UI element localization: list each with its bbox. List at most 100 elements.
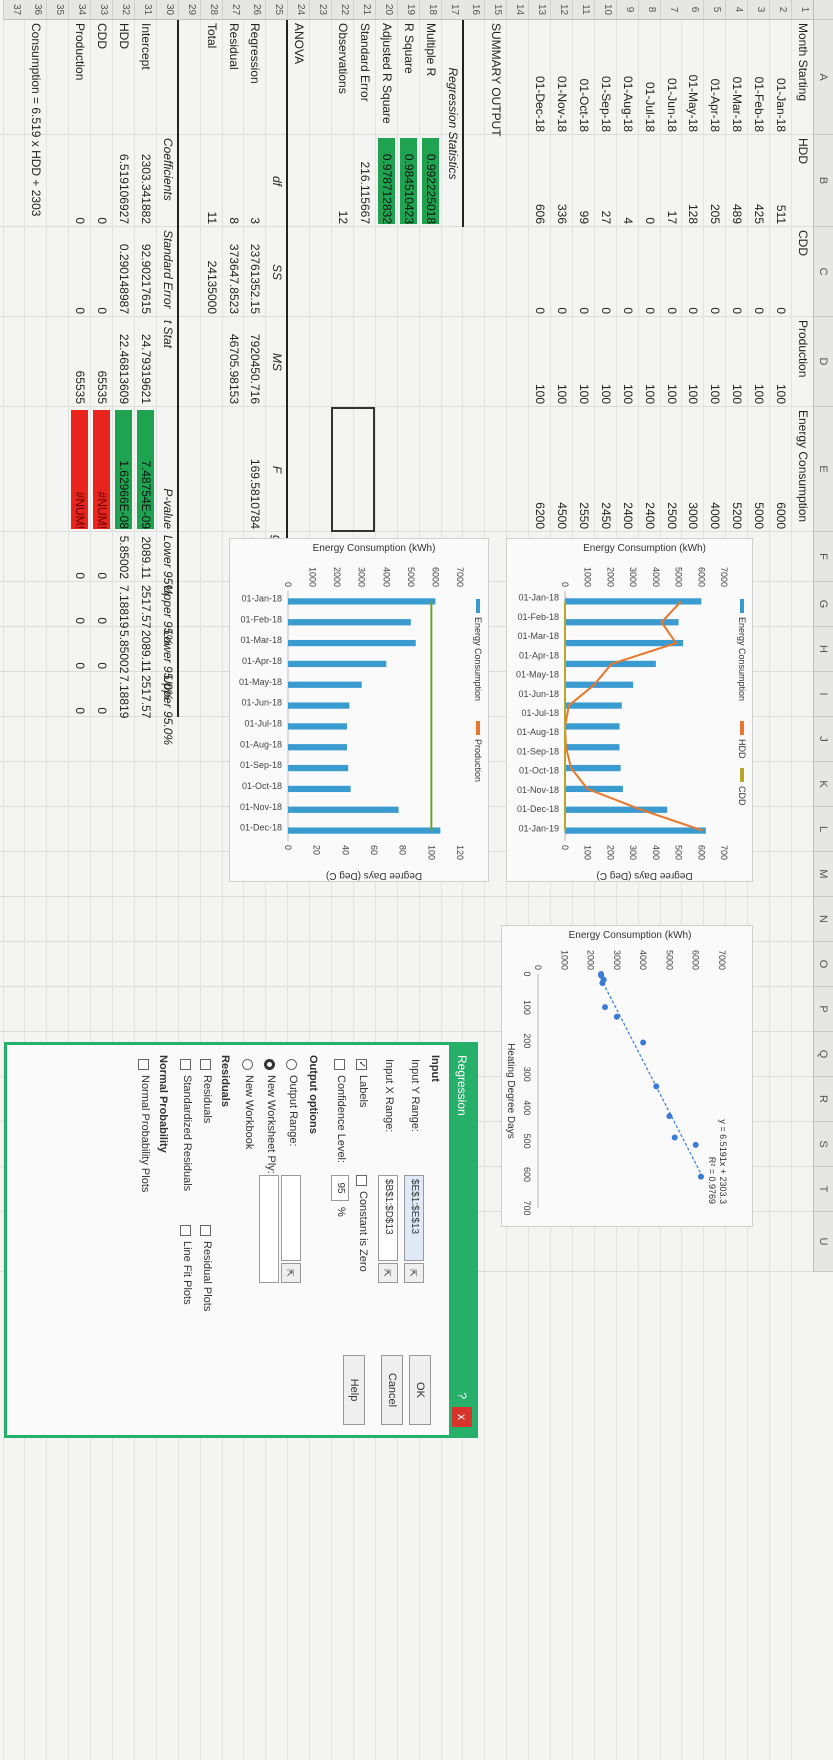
cell-energy[interactable]: 6000 xyxy=(774,502,789,529)
cell-energy[interactable]: 2500 xyxy=(664,502,679,529)
header-month[interactable]: Month Starting xyxy=(796,23,810,102)
coef-row-label[interactable]: Production xyxy=(73,23,88,81)
cell-production[interactable]: 100 xyxy=(730,383,745,404)
cell-hdd[interactable]: 511 xyxy=(774,204,789,224)
coef-header[interactable]: Coefficients xyxy=(160,138,175,201)
chart-energy-production[interactable]: Energy Consumption Production 0 1000 2000 300… xyxy=(229,538,489,882)
cell-energy[interactable]: 3000 xyxy=(686,502,701,529)
row-header[interactable]: 23 xyxy=(309,0,332,20)
line-fit-checkbox[interactable] xyxy=(180,1225,191,1236)
cell-hdd[interactable]: 0 xyxy=(642,217,657,224)
column-header[interactable]: D xyxy=(813,317,833,407)
row-header[interactable]: 6 xyxy=(681,0,704,20)
row-header[interactable]: 14 xyxy=(506,0,529,20)
cell-month[interactable]: 01-Feb-18 xyxy=(752,76,767,132)
stat-label[interactable]: Adjusted R Square xyxy=(379,23,394,124)
input-y-range-field[interactable]: $E$1:$E$13 xyxy=(404,1175,424,1261)
cell-production[interactable]: 100 xyxy=(577,383,591,404)
coef-se[interactable]: 0 xyxy=(95,307,110,314)
coef-l95[interactable]: 2089.11 xyxy=(139,536,153,580)
cell-month[interactable]: 01-Dec-18 xyxy=(533,75,548,132)
confidence-checkbox[interactable] xyxy=(334,1059,345,1070)
cell-cdd[interactable]: 0 xyxy=(664,307,679,314)
cell-production[interactable]: 100 xyxy=(664,383,679,404)
row-header[interactable]: 31 xyxy=(134,0,156,20)
coef-value[interactable]: 0 xyxy=(73,217,88,224)
confidence-field[interactable]: 95 xyxy=(331,1175,349,1201)
cell-cdd[interactable]: 0 xyxy=(642,307,657,314)
column-header[interactable]: R xyxy=(813,1077,833,1122)
coef-header-t[interactable]: t Stat xyxy=(160,320,175,349)
anova-header-f[interactable]: F xyxy=(270,465,285,474)
output-range-collapse-icon[interactable]: ⇱ xyxy=(281,1263,301,1283)
stat-label[interactable]: Observations xyxy=(336,23,351,94)
coef-se[interactable]: 0 xyxy=(73,307,88,314)
cell-production[interactable]: 100 xyxy=(708,383,723,404)
column-header[interactable]: M xyxy=(813,852,833,897)
anova-row-label[interactable]: Regression xyxy=(248,23,263,84)
row-header[interactable]: 37 xyxy=(2,0,25,20)
stat-value[interactable]: 12 xyxy=(336,210,351,224)
column-header[interactable]: Q xyxy=(813,1032,833,1077)
cell-month[interactable]: 01-Sep-18 xyxy=(598,75,613,132)
anova-ss[interactable]: 23761352.15 xyxy=(248,243,263,314)
chart-energy-hdd-cdd[interactable]: Energy Consumption HDD CDD 0 1000 2000 3000 400… xyxy=(506,538,753,882)
column-header[interactable]: C xyxy=(813,227,833,317)
column-header[interactable]: P xyxy=(813,987,833,1032)
column-header[interactable]: I xyxy=(813,672,833,717)
column-header[interactable]: K xyxy=(813,762,833,807)
cell-production[interactable]: 100 xyxy=(555,383,570,404)
cell-hdd[interactable]: 205 xyxy=(708,203,723,224)
new-workbook-radio[interactable] xyxy=(242,1059,253,1070)
cell-production[interactable]: 100 xyxy=(533,383,548,404)
anova-row-label[interactable]: Total xyxy=(204,23,219,49)
coef-u95[interactable]: 2517.57 xyxy=(139,585,153,629)
coef-p[interactable]: 1.62966E-08 xyxy=(115,410,133,529)
coef-header-u950[interactable]: Upper 95.0% xyxy=(160,675,175,746)
cell-energy[interactable]: 2400 xyxy=(642,502,657,529)
input-x-collapse-icon[interactable]: ⇱ xyxy=(378,1263,398,1283)
coef-p[interactable]: #NUM! xyxy=(71,410,89,529)
stat-value[interactable]: 0.992225018 xyxy=(421,138,439,224)
coef-u950[interactable]: 2517.57 xyxy=(139,675,153,719)
coef-u950[interactable]: 0 xyxy=(73,707,88,714)
cell-production[interactable]: 100 xyxy=(774,383,789,404)
row-header[interactable]: 22 xyxy=(331,0,354,20)
cell-energy[interactable]: 2450 xyxy=(598,502,613,529)
coef-se[interactable]: 0.290148987 xyxy=(117,243,132,314)
coef-p[interactable]: #NUM! xyxy=(93,410,111,529)
coef-t[interactable]: 65535 xyxy=(95,370,110,404)
coef-u95[interactable]: 0 xyxy=(95,617,110,624)
coef-value[interactable]: 2303.341882 xyxy=(139,153,153,224)
cell-cdd[interactable]: 0 xyxy=(774,307,789,314)
coef-l950[interactable]: 2089.11 xyxy=(139,630,153,673)
column-header[interactable]: E xyxy=(813,407,833,532)
row-header[interactable]: 5 xyxy=(703,0,726,20)
header-production[interactable]: Production xyxy=(796,320,810,378)
coef-value[interactable]: 0 xyxy=(95,217,110,224)
help-button[interactable]: Help xyxy=(343,1355,365,1425)
cell-month[interactable]: 01-Nov-18 xyxy=(555,75,570,132)
row-header[interactable]: 28 xyxy=(199,0,222,20)
column-header[interactable]: B xyxy=(813,135,833,227)
row-header[interactable]: 24 xyxy=(287,0,310,20)
anova-header-ms[interactable]: MS xyxy=(270,353,285,371)
anova-ms[interactable]: 7920450.716 xyxy=(248,333,263,404)
row-header[interactable]: 7 xyxy=(659,0,682,20)
row-header[interactable]: 30 xyxy=(155,0,178,20)
cancel-button[interactable]: Cancel xyxy=(381,1355,403,1425)
anova-header-df[interactable]: df xyxy=(270,175,285,186)
coef-l95[interactable]: 5.85002 xyxy=(117,535,132,579)
header-energy[interactable]: Energy Consumption xyxy=(796,410,810,523)
cell-month[interactable]: 01-Jul-18 xyxy=(642,81,657,132)
stat-label[interactable]: Multiple R xyxy=(423,23,438,77)
row-header[interactable]: 12 xyxy=(550,0,573,20)
column-header[interactable]: G xyxy=(813,582,833,627)
column-header[interactable]: L xyxy=(813,807,833,852)
row-header[interactable]: 10 xyxy=(593,0,616,20)
anova-row-label[interactable]: Residual xyxy=(226,23,241,70)
row-header[interactable]: 17 xyxy=(440,0,463,20)
labels-checkbox[interactable]: ✓ xyxy=(356,1059,367,1070)
row-header[interactable]: 2 xyxy=(769,0,792,20)
reg-stats-title[interactable]: Regression Statistics xyxy=(445,67,460,180)
